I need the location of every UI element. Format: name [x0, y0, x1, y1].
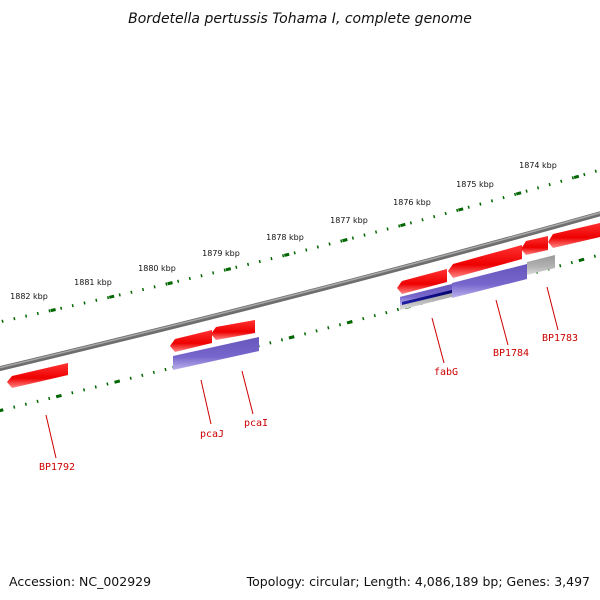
cds-arrow-bp1783[interactable] — [548, 222, 600, 248]
gene-feature-gray[interactable] — [527, 255, 555, 275]
scale-label-1879: 1879 kbp — [202, 249, 240, 258]
genome-backbone-highlight — [0, 212, 600, 369]
scale-label-1877: 1877 kbp — [330, 216, 368, 225]
gene-label-fabg[interactable]: fabG — [434, 367, 458, 378]
gene-label-bp1783[interactable]: BP1783 — [542, 333, 578, 344]
accession-text: Accession: NC_002929 — [9, 574, 151, 589]
cds-arrow-small-1[interactable] — [521, 236, 548, 255]
gene-label-bp1784[interactable]: BP1784 — [493, 348, 529, 359]
scale-label-1878: 1878 kbp — [266, 233, 304, 242]
cds-arrow-fabg[interactable] — [397, 269, 447, 294]
cds-arrow-bp1784[interactable] — [448, 245, 522, 278]
leader-line-pcaj — [200, 379, 212, 425]
scale-label-1876: 1876 kbp — [393, 198, 431, 207]
gene-label-pcai[interactable]: pcaI — [244, 418, 268, 429]
scale-label-1882: 1882 kbp — [10, 292, 48, 301]
cds-arrow-bp1792[interactable] — [7, 363, 68, 388]
scale-label-1875: 1875 kbp — [456, 180, 494, 189]
genome-title: Bordetella pertussis Tohama I, complete … — [128, 11, 472, 27]
cds-arrow-pcaj[interactable] — [170, 330, 212, 352]
genome-backbone — [0, 211, 600, 372]
genome-summary-text: Topology: circular; Length: 4,086,189 bp… — [246, 574, 590, 589]
cds-arrow-pcai[interactable] — [211, 320, 255, 340]
leader-line-bp1783 — [546, 286, 559, 331]
gene-label-pcaj[interactable]: pcaJ — [200, 429, 224, 440]
outer-tick-ring — [0, 168, 600, 324]
leader-line-pcai — [241, 370, 254, 415]
inner-tick-ring — [0, 253, 600, 413]
leader-line-bp1792 — [45, 414, 57, 459]
gene-feature-bp1784[interactable] — [452, 264, 527, 298]
scale-label-1874: 1874 kbp — [519, 161, 557, 170]
gene-feature-pca[interactable] — [173, 337, 259, 370]
leader-line-bp1784 — [495, 299, 509, 346]
gene-feature-fabg-dark[interactable] — [402, 290, 452, 305]
gene-label-bp1792[interactable]: BP1792 — [39, 462, 75, 473]
outer-major-tick-ring — [0, 168, 600, 324]
leader-line-fabg — [431, 317, 445, 364]
scale-label-1881: 1881 kbp — [74, 278, 112, 287]
scale-label-1880: 1880 kbp — [138, 264, 176, 273]
